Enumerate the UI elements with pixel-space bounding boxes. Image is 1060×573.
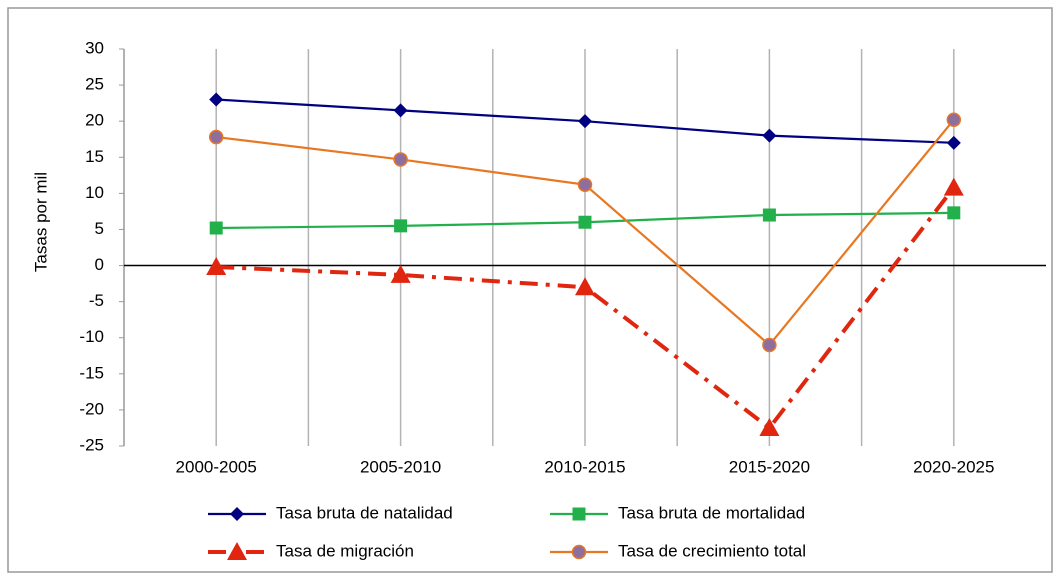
legend-marker <box>227 542 247 560</box>
y-tick-label: -20 <box>79 399 104 418</box>
x-tick-label: 2000-2005 <box>176 457 257 476</box>
data-point <box>943 177 964 196</box>
data-point <box>575 277 595 296</box>
y-tick-label: 20 <box>85 111 104 130</box>
data-point <box>209 92 224 107</box>
y-axis-label: Tasas por mil <box>31 172 50 272</box>
x-tick-label: 2015-2020 <box>729 457 810 476</box>
y-tick-label: -5 <box>89 291 104 310</box>
y-tick-label: -15 <box>79 363 104 382</box>
legend-marker <box>572 507 586 521</box>
data-point <box>946 112 962 127</box>
data-point <box>762 208 776 222</box>
y-tick-label: 30 <box>85 38 104 57</box>
data-point <box>578 215 592 229</box>
data-point <box>393 152 408 167</box>
legend-label: Tasa de migración <box>276 541 414 560</box>
x-tick-label: 2020-2025 <box>913 457 994 476</box>
legend-label: Tasa de crecimiento total <box>618 541 806 560</box>
y-tick-label: 5 <box>95 219 104 238</box>
y-tick-label: 15 <box>85 147 104 166</box>
data-point <box>206 256 227 275</box>
y-tick-label: 10 <box>85 183 104 202</box>
legend-marker <box>230 507 244 521</box>
data-point <box>578 114 592 129</box>
data-point <box>759 417 780 436</box>
data-point <box>390 264 411 283</box>
chart-frame <box>7 7 1053 573</box>
legend-label: Tasa bruta de natalidad <box>276 503 453 522</box>
data-point <box>577 177 593 192</box>
data-point <box>394 219 408 233</box>
y-tick-label: -10 <box>79 327 104 346</box>
y-tick-label: -25 <box>79 435 104 454</box>
x-tick-label: 2005-2010 <box>360 457 441 476</box>
data-point <box>762 337 777 353</box>
y-tick-label: 0 <box>95 255 104 274</box>
data-point <box>209 221 223 235</box>
data-point <box>393 103 408 118</box>
data-point <box>946 135 961 150</box>
legend-label: Tasa bruta de mortalidad <box>618 503 805 522</box>
data-point <box>947 206 961 220</box>
legend-marker <box>571 544 587 560</box>
data-point <box>762 128 777 143</box>
y-tick-label: 25 <box>85 75 104 94</box>
x-tick-label: 2010-2015 <box>544 457 625 476</box>
data-point <box>208 129 224 145</box>
